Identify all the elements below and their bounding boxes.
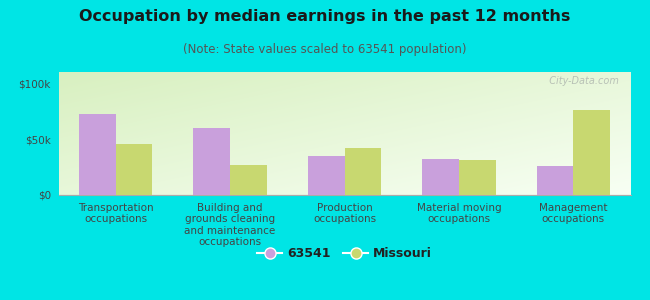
Legend: 63541, Missouri: 63541, Missouri	[252, 242, 437, 265]
Bar	[422, 159, 459, 195]
Bar	[344, 148, 381, 195]
Bar	[230, 165, 266, 195]
Bar	[116, 144, 152, 195]
Bar	[573, 110, 610, 195]
Bar	[79, 115, 116, 195]
Bar	[537, 166, 573, 195]
Text: Occupation by median earnings in the past 12 months: Occupation by median earnings in the pas…	[79, 9, 571, 24]
Text: City-Data.com: City-Data.com	[543, 76, 619, 86]
Bar	[308, 156, 344, 195]
Bar	[194, 128, 230, 195]
Text: (Note: State values scaled to 63541 population): (Note: State values scaled to 63541 popu…	[183, 44, 467, 56]
Bar	[459, 160, 495, 195]
